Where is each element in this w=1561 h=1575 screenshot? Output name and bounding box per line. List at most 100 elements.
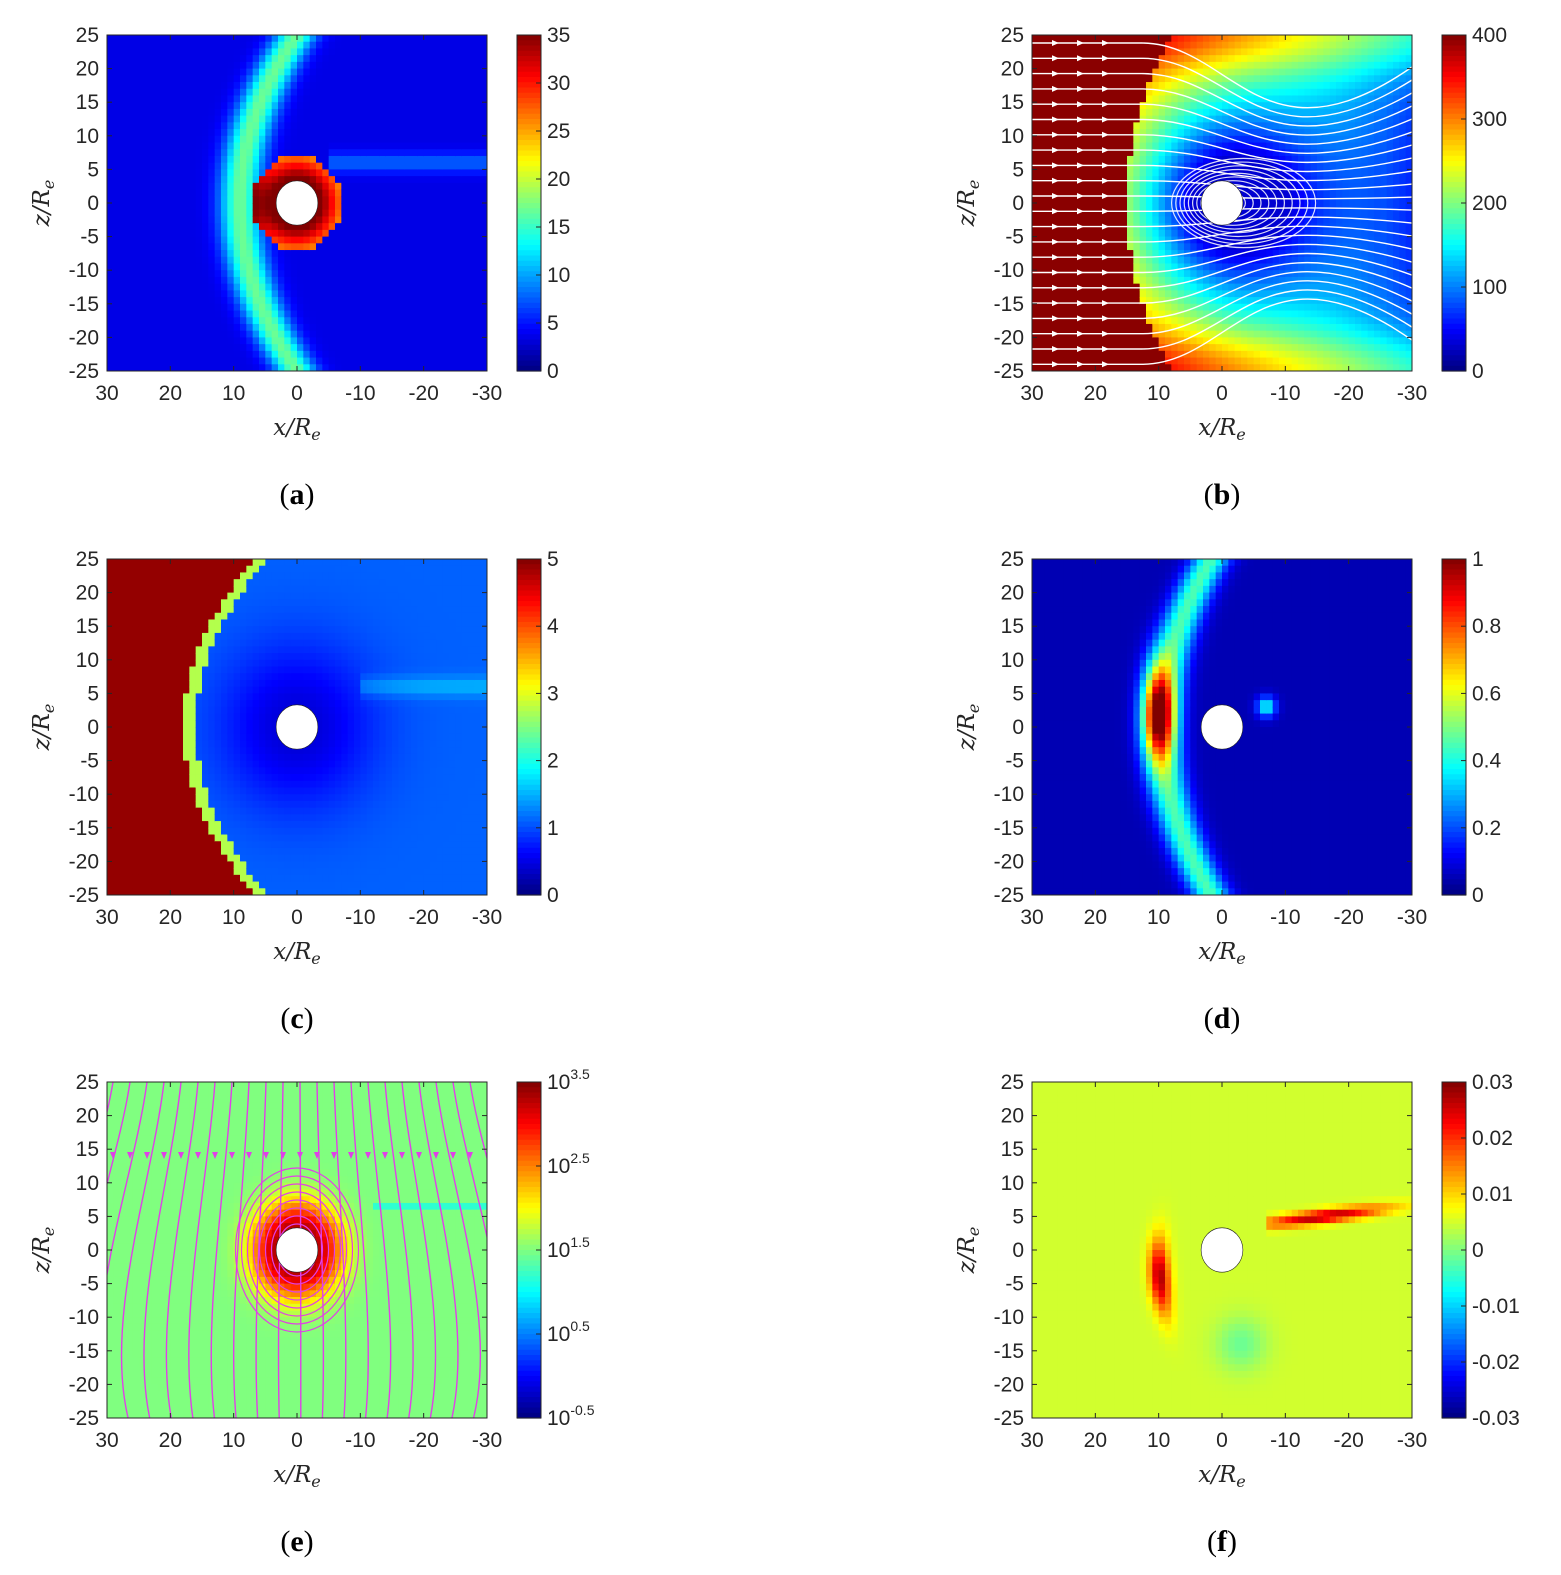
heatmap-cell (170, 263, 178, 271)
heatmap-cell (1234, 82, 1242, 90)
heatmap-cell (151, 35, 159, 43)
heatmap-cell (354, 61, 361, 70)
heatmap-cell (392, 216, 399, 224)
heatmap-cell (1152, 250, 1160, 258)
heatmap-cell (461, 364, 469, 371)
heatmap-cell (1152, 102, 1160, 110)
heatmap-cell (1089, 155, 1096, 164)
heatmap-cell (442, 95, 450, 103)
heatmap-cell (1152, 75, 1160, 83)
heatmap-cell (398, 229, 406, 238)
heatmap-cell (1152, 290, 1160, 298)
heatmap-cell (1234, 283, 1242, 291)
heatmap-cell (1190, 61, 1198, 70)
heatmap-cell (1241, 323, 1248, 332)
heatmap-cell (328, 115, 336, 123)
heatmap-cell (265, 108, 273, 117)
heatmap-cell (480, 364, 487, 371)
heatmap-cell (176, 283, 184, 291)
heatmap-cell (151, 223, 159, 231)
heatmap-cell (360, 337, 368, 345)
heatmap-cell (1158, 55, 1166, 63)
heatmap-cell (107, 303, 114, 312)
heatmap-cell (455, 169, 463, 177)
heatmap-cell (202, 364, 209, 371)
heatmap-cell (132, 203, 140, 211)
heatmap-cell (1146, 290, 1153, 298)
heatmap-cell (1184, 169, 1191, 177)
heatmap-cell (392, 189, 399, 197)
heatmap-cell (1152, 209, 1160, 218)
heatmap-cell (1158, 229, 1166, 238)
heatmap-cell (309, 357, 317, 365)
heatmap-cell (1063, 337, 1071, 345)
heatmap-cell (360, 41, 368, 50)
heatmap-cell (1101, 357, 1109, 365)
heatmap-cell (1152, 122, 1160, 130)
heatmap-cell (1241, 41, 1248, 50)
heatmap-cell (1177, 330, 1185, 338)
heatmap-cell (1133, 182, 1141, 191)
heatmap-cell (157, 310, 165, 318)
heatmap-cell (430, 176, 437, 184)
heatmap-cell (1209, 350, 1217, 359)
heatmap-cell (1051, 256, 1058, 265)
heatmap-cell (1184, 48, 1191, 56)
heatmap-cell (113, 61, 121, 70)
heatmap-cell (297, 108, 304, 117)
heatmap-cell (360, 364, 368, 371)
heatmap-cell (252, 41, 260, 50)
heatmap-cell (461, 330, 469, 338)
heatmap-cell (1260, 196, 1267, 204)
heatmap-cell (347, 176, 355, 184)
heatmap-cell (145, 297, 152, 305)
heatmap-cell (373, 122, 380, 130)
heatmap-cell (417, 55, 425, 63)
heatmap-cell (1101, 129, 1109, 137)
heatmap-cell (474, 88, 482, 97)
heatmap-cell (138, 364, 146, 371)
heatmap-cell (417, 135, 425, 144)
heatmap-cell (221, 229, 228, 238)
heatmap-cell (417, 297, 425, 305)
heatmap-cell (1070, 263, 1077, 271)
heatmap-cell (1253, 169, 1261, 177)
heatmap-cell (1177, 256, 1185, 265)
heatmap-cell (1260, 95, 1267, 103)
heatmap-cell (468, 35, 475, 43)
heatmap-cell (1196, 155, 1204, 164)
heatmap-cell (107, 317, 114, 325)
heatmap-cell (119, 55, 127, 63)
heatmap-cell (1165, 236, 1172, 244)
heatmap-cell (1120, 344, 1128, 352)
heatmap-cell (1241, 155, 1248, 164)
heatmap-cell (1146, 344, 1153, 352)
heatmap-cell (1108, 256, 1115, 265)
heatmap-cell (1076, 216, 1084, 224)
heatmap-cell (1051, 263, 1058, 271)
heatmap-cell (1152, 323, 1160, 332)
heatmap-cell (107, 35, 114, 43)
heatmap-cell (1177, 357, 1185, 365)
heatmap-cell (202, 68, 209, 76)
heatmap-cell (449, 196, 456, 204)
heatmap-cell (366, 236, 374, 244)
heatmap-cell (252, 129, 260, 137)
heatmap-cell (417, 216, 425, 224)
heatmap-cell (360, 357, 368, 365)
heatmap-cell (411, 115, 418, 123)
heatmap-cell (303, 48, 311, 56)
heatmap-cell (1070, 122, 1077, 130)
heatmap-cell (176, 129, 184, 137)
heatmap-cell (202, 323, 209, 332)
heatmap-cell (1139, 108, 1147, 117)
heatmap-cell (1095, 350, 1103, 359)
heatmap-cell (189, 276, 197, 285)
heatmap-cell (252, 297, 260, 305)
heatmap-cell (455, 283, 463, 291)
heatmap-cell (1260, 135, 1267, 144)
heatmap-cell (398, 317, 406, 325)
heatmap-cell (1082, 323, 1090, 332)
heatmap-cell (1114, 297, 1122, 305)
heatmap-cell (1038, 270, 1046, 278)
